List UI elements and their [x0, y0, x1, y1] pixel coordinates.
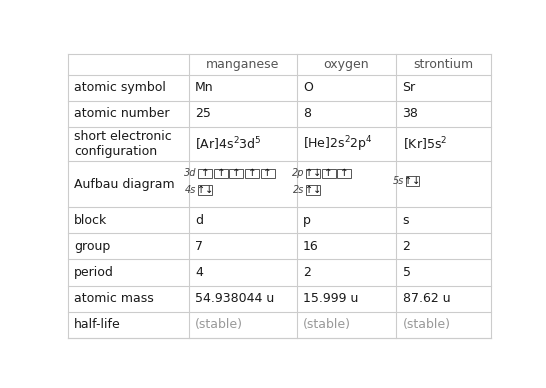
Text: 2p: 2p: [292, 168, 304, 178]
Text: s: s: [402, 214, 409, 227]
Text: 25: 25: [195, 107, 211, 121]
Text: [Kr]5s$^2$: [Kr]5s$^2$: [402, 135, 447, 153]
Text: ↑↓: ↑↓: [305, 185, 321, 195]
Text: (stable): (stable): [303, 318, 351, 331]
Text: 2: 2: [402, 240, 411, 253]
Text: ↑: ↑: [232, 168, 241, 178]
Text: ↑: ↑: [248, 168, 257, 178]
Text: ↑: ↑: [340, 168, 349, 178]
Text: ↑: ↑: [263, 168, 272, 178]
Text: ↑: ↑: [216, 168, 225, 178]
FancyBboxPatch shape: [261, 168, 275, 178]
Text: 16: 16: [303, 240, 319, 253]
Text: ↑↓: ↑↓: [305, 168, 321, 178]
Text: atomic mass: atomic mass: [74, 292, 153, 305]
FancyBboxPatch shape: [245, 168, 259, 178]
Text: 4: 4: [195, 266, 203, 279]
Text: 8: 8: [303, 107, 311, 121]
Text: 3d: 3d: [184, 168, 197, 178]
Text: [He]2s$^2$2p$^4$: [He]2s$^2$2p$^4$: [303, 134, 373, 154]
FancyBboxPatch shape: [198, 168, 212, 178]
Text: (stable): (stable): [195, 318, 243, 331]
Text: 87.62 u: 87.62 u: [402, 292, 450, 305]
Text: ↑: ↑: [324, 168, 333, 178]
Text: group: group: [74, 240, 110, 253]
Text: [Ar]4s$^2$3d$^5$: [Ar]4s$^2$3d$^5$: [195, 135, 262, 153]
Text: Sr: Sr: [402, 81, 416, 94]
Text: 2s: 2s: [293, 185, 304, 195]
Text: ↑↓: ↑↓: [405, 176, 420, 186]
Text: O: O: [303, 81, 313, 94]
FancyBboxPatch shape: [337, 168, 351, 178]
FancyBboxPatch shape: [306, 185, 320, 194]
FancyBboxPatch shape: [406, 176, 419, 186]
Text: 5: 5: [402, 266, 411, 279]
Text: Aufbau diagram: Aufbau diagram: [74, 178, 174, 191]
Text: ↑↓: ↑↓: [197, 185, 213, 195]
Text: short electronic
configuration: short electronic configuration: [74, 130, 171, 158]
Text: 2: 2: [303, 266, 311, 279]
Text: 4s: 4s: [185, 185, 197, 195]
Text: manganese: manganese: [206, 58, 280, 71]
Text: block: block: [74, 214, 107, 227]
Text: 5s: 5s: [393, 176, 404, 186]
Text: 54.938044 u: 54.938044 u: [195, 292, 275, 305]
Text: atomic symbol: atomic symbol: [74, 81, 165, 94]
Text: atomic number: atomic number: [74, 107, 169, 121]
FancyBboxPatch shape: [306, 168, 320, 178]
Text: p: p: [303, 214, 311, 227]
FancyBboxPatch shape: [198, 185, 212, 194]
Text: 38: 38: [402, 107, 418, 121]
Text: half-life: half-life: [74, 318, 121, 331]
Text: strontium: strontium: [414, 58, 474, 71]
Text: Mn: Mn: [195, 81, 214, 94]
FancyBboxPatch shape: [214, 168, 228, 178]
FancyBboxPatch shape: [229, 168, 244, 178]
Text: d: d: [195, 214, 203, 227]
Text: oxygen: oxygen: [324, 58, 369, 71]
Text: period: period: [74, 266, 114, 279]
Text: (stable): (stable): [402, 318, 450, 331]
Text: 15.999 u: 15.999 u: [303, 292, 359, 305]
Text: 7: 7: [195, 240, 203, 253]
Text: ↑: ↑: [201, 168, 210, 178]
FancyBboxPatch shape: [322, 168, 336, 178]
